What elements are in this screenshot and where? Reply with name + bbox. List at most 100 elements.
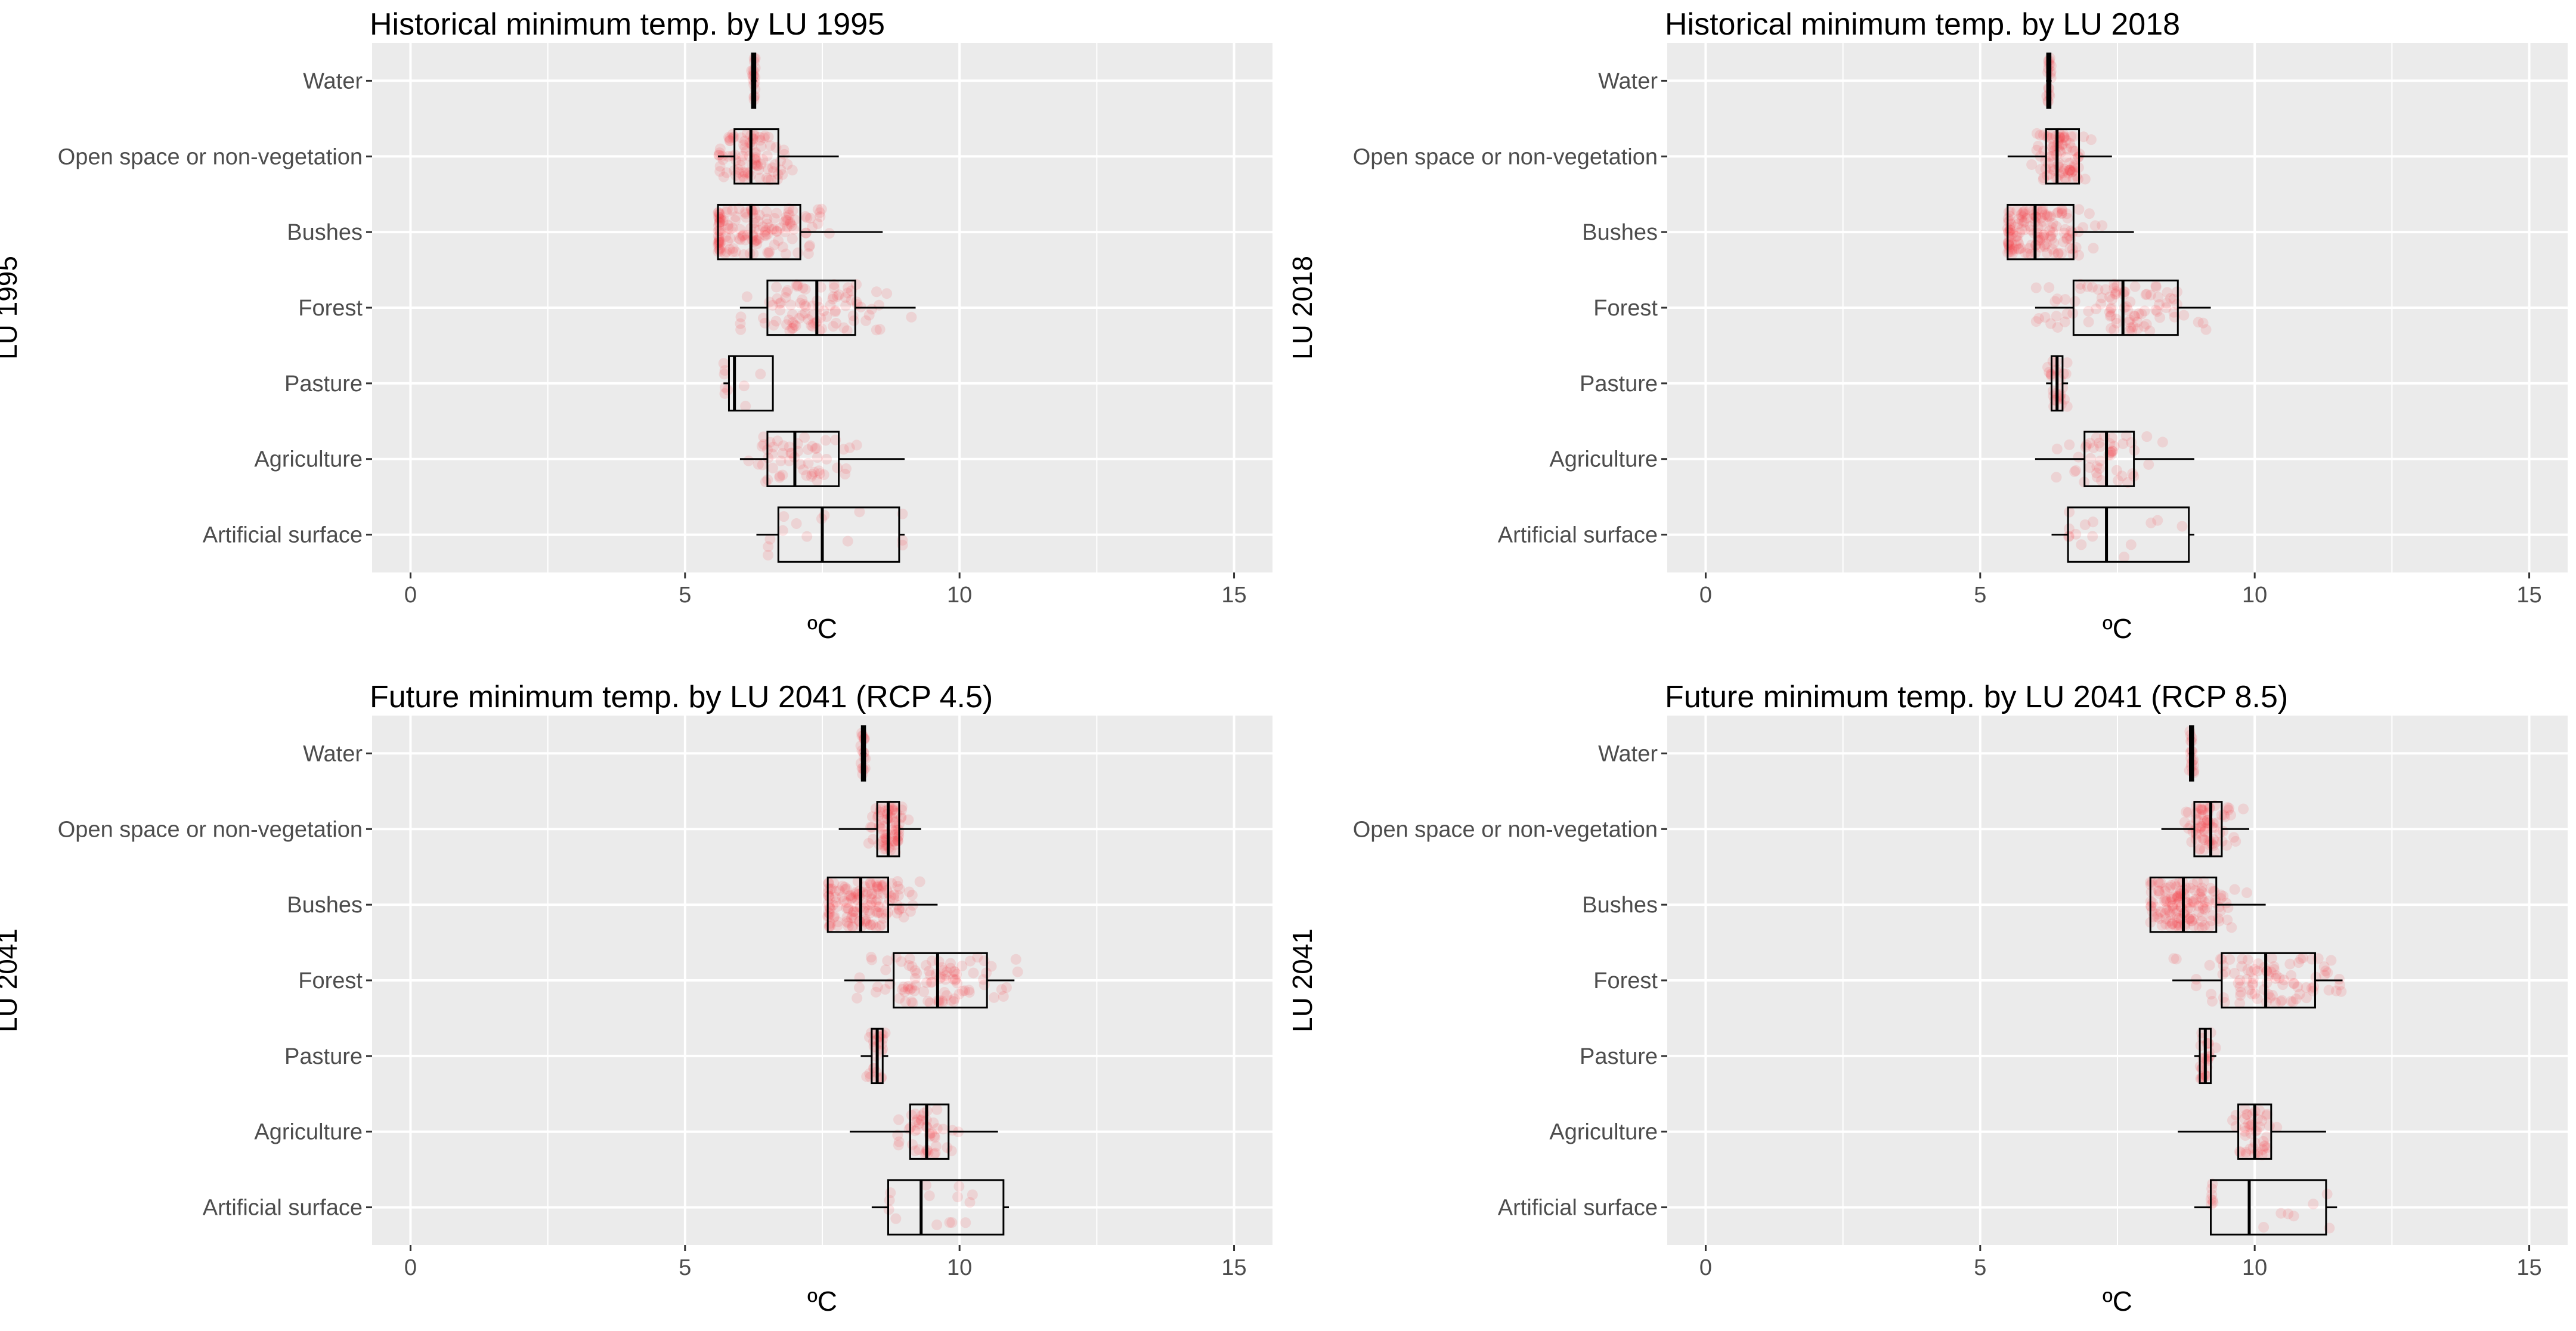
jitter-point [2046,233,2057,244]
jitter-point [2221,840,2233,851]
jitter-point [787,205,798,216]
jitter-point [2085,134,2097,146]
jitter-point [784,209,795,221]
jitter-point [2301,992,2312,1004]
jitter-point [714,244,725,256]
jitter-point [732,163,744,175]
jitter-point [877,919,888,930]
jitter-point [866,888,878,899]
jitter-point [719,369,730,380]
jitter-point [2173,890,2184,902]
jitter-point [950,974,961,985]
box-water [2046,52,2052,109]
jitter-point [807,441,818,452]
jitter-point [910,1116,921,1128]
jitter-point [2164,906,2175,917]
jitter-point [762,228,773,240]
jitter-point [812,452,823,463]
jitter-point [761,218,773,230]
jitter-point [2156,920,2168,931]
jitter-point [713,243,724,255]
jitter-point [2331,985,2342,996]
jitter-point [2320,965,2332,977]
jitter-point [2215,889,2227,900]
jitter-point [2165,909,2176,920]
jitter-point [773,235,784,246]
jitter-point [2110,286,2122,297]
jitter-point [736,155,747,166]
jitter-point [714,213,725,225]
jitter-point [2060,135,2072,146]
jitter-point [870,986,881,998]
box-artificial-surface [871,1179,1010,1236]
jitter-point [872,880,883,892]
jitter-point [2034,234,2045,246]
jitter-points [822,728,1023,1230]
box-iqr [893,952,988,1009]
jitter-point [823,911,835,923]
jitter-point [953,989,965,1000]
jitter-point [2058,227,2070,239]
jitter-point [2173,919,2184,930]
jitter-point [939,987,950,998]
jitter-point [2185,902,2196,913]
jitter-point [2151,908,2163,920]
jitter-point [2035,164,2046,175]
jitter-point [828,279,840,290]
jitter-point [2048,237,2060,249]
box-iqr [2210,1179,2327,1236]
jitter-point [727,243,739,254]
jitter-point [2150,304,2162,315]
jitter-point [2159,895,2170,906]
jitter-point [2239,1126,2250,1137]
jitter-point [868,919,879,930]
jitter-point [762,163,773,175]
jitter-point [882,955,893,967]
jitter-point [798,299,810,310]
jitter-point [877,880,888,891]
jitter-point [2196,892,2207,903]
jitter-point [739,234,751,246]
jitter-point [780,248,791,259]
jitter-point [714,143,726,154]
y-tick-label: Pasture [1580,372,1658,397]
jitter-point [763,222,775,233]
jitter-point [2016,215,2027,226]
jitter-point [843,903,854,915]
jitter-point [890,816,901,827]
jitter-point [2039,229,2050,240]
jitter-point [777,469,788,481]
jitter-point [714,237,725,248]
jitter-point [866,954,878,965]
jitter-point [740,401,751,412]
jitter-point [758,431,769,442]
jitter-point [810,443,821,454]
box-iqr [2067,506,2190,563]
jitter-point [2087,516,2098,528]
jitter-point [877,881,888,893]
jitter-point [806,471,817,482]
jitter-point [2197,922,2208,933]
jitter-point [792,280,804,292]
jitter-point [948,996,959,1007]
jitter-point [2005,222,2016,233]
jitter-point [758,132,770,144]
jitter-point [2247,977,2259,989]
jitter-point [2058,128,2069,140]
jitter-point [774,471,785,482]
jitter-point [719,365,730,376]
jitter-point [945,958,956,969]
jitter-point [795,459,806,470]
jitter-point [828,912,840,923]
jitter-point [762,247,773,258]
jitter-point [806,310,818,321]
jitter-point [906,311,917,323]
jitter-point [2088,442,2099,453]
jitter-point [823,890,834,902]
jitter-point [764,140,776,151]
jitter-point [860,914,871,925]
jitter-point [738,229,749,240]
jitter-point [800,283,811,295]
box-artificial-surface [2194,1179,2337,1236]
x-axis-title: ºC [807,613,837,644]
